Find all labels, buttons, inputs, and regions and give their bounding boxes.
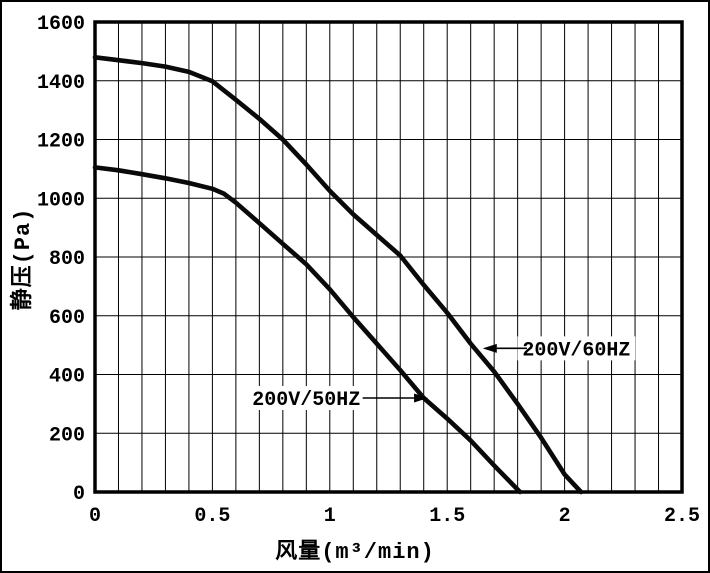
annotation-label-200v-60hz: 200V/60HZ — [522, 339, 630, 362]
x-axis-title: 风量(m³/min) — [275, 540, 435, 565]
y-tick-label: 600 — [49, 307, 85, 330]
y-tick-label: 1200 — [37, 131, 85, 154]
y-tick-label: 1400 — [37, 72, 85, 95]
y-tick-label: 800 — [49, 248, 85, 271]
y-axis-title: 静压(Pa) — [11, 207, 36, 311]
x-tick-label: 0 — [89, 505, 101, 528]
y-tick-label: 200 — [49, 424, 85, 447]
annotation-label-200v-50hz: 200V/50HZ — [252, 389, 360, 412]
x-tick-label: 1 — [324, 505, 336, 528]
annotation-arrowhead-200v-50hz — [414, 393, 429, 403]
y-tick-label: 1600 — [37, 13, 85, 36]
annotation-bg-200v-50hz — [247, 386, 366, 410]
x-tick-label: 1.5 — [429, 505, 465, 528]
x-tick-label: 0.5 — [194, 505, 230, 528]
annotation-bg-200v-60hz — [517, 336, 636, 361]
x-tick-label: 2.5 — [664, 505, 700, 528]
curve-200v-60hz — [92, 54, 584, 495]
axes-border — [93, 20, 684, 494]
y-tick-label: 0 — [73, 483, 85, 506]
curve-200v-50hz — [92, 165, 523, 495]
y-tick-label: 400 — [49, 366, 85, 389]
x-tick-label: 2 — [559, 505, 571, 528]
annotation-arrowhead-200v-60hz — [482, 343, 497, 353]
y-tick-label: 1000 — [37, 189, 85, 212]
